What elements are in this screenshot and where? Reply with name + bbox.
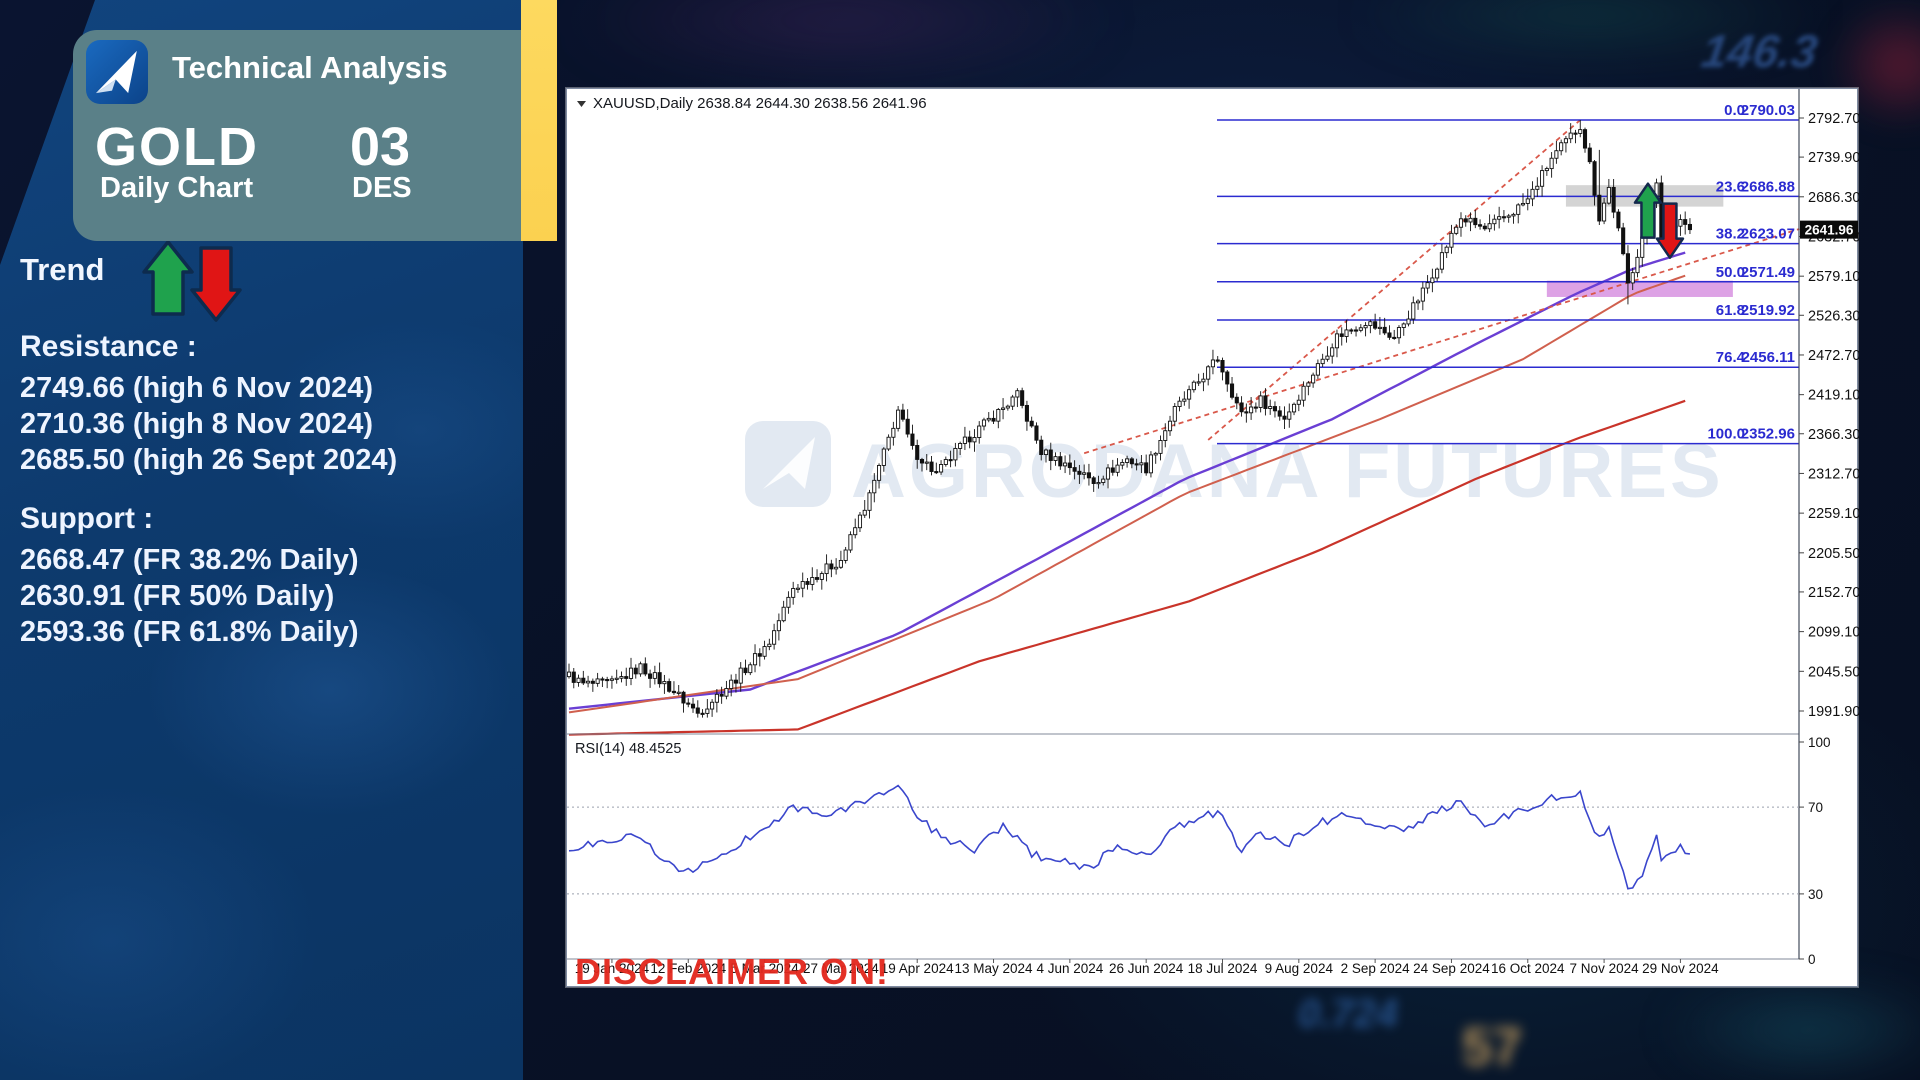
down-arrow-icon [190, 246, 242, 322]
svg-text:76.4: 76.4 [1716, 349, 1746, 366]
price-axis: 2792.702739.902686.302632.702579.102526.… [1799, 111, 1860, 720]
rsi-label: RSI(14) 48.4525 [575, 741, 681, 757]
support-level: 2668.47 (FR 38.2% Daily) [20, 544, 359, 576]
svg-text:XAUUSD,Daily 2638.84 2644.30: XAUUSD,Daily 2638.84 2644.30 2638.56 264… [593, 95, 927, 112]
svg-text:100.0: 100.0 [1707, 426, 1745, 443]
svg-text:9 Aug 2024: 9 Aug 2024 [1265, 961, 1334, 976]
svg-text:30: 30 [1808, 887, 1823, 902]
ma-fast-purple [568, 251, 1686, 710]
background-ticker-number: 146.3 [1698, 25, 1821, 77]
svg-text:50.0: 50.0 [1716, 264, 1745, 281]
svg-text:4 Jun 2024: 4 Jun 2024 [1036, 961, 1103, 976]
ma-mid-salmon [568, 274, 1686, 714]
svg-text:2 Sep 2024: 2 Sep 2024 [1341, 961, 1411, 976]
svg-text:2045.50: 2045.50 [1808, 664, 1859, 680]
svg-text:23.6: 23.6 [1716, 178, 1745, 195]
date-month: DES [352, 172, 412, 204]
svg-text:2099.10: 2099.10 [1808, 625, 1859, 641]
support-level: 2593.36 (FR 61.8% Daily) [20, 616, 359, 648]
current-price-tag: 2641.96 [1800, 220, 1858, 239]
background-ticker-number: 57 [1462, 1017, 1523, 1077]
svg-text:2366.30: 2366.30 [1808, 427, 1859, 443]
svg-text:2571.49: 2571.49 [1741, 264, 1795, 281]
svg-text:0: 0 [1808, 952, 1816, 967]
svg-text:2456.11: 2456.11 [1742, 349, 1795, 366]
svg-text:2472.70: 2472.70 [1808, 348, 1859, 364]
svg-text:2790.03: 2790.03 [1741, 102, 1795, 119]
svg-text:61.8: 61.8 [1716, 302, 1745, 319]
svg-text:16 Oct 2024: 16 Oct 2024 [1491, 961, 1565, 976]
background-teal-tint [1660, 980, 1920, 1080]
resistance-section: Resistance : 2749.66 (high 6 Nov 2024) 2… [20, 330, 515, 478]
svg-text:2259.10: 2259.10 [1808, 506, 1859, 522]
background-ticker-number: 0.724 [1298, 992, 1399, 1036]
trendline-2 [1083, 227, 1800, 455]
brand-logo [86, 40, 148, 104]
svg-text:19 Jan 2024: 19 Jan 2024 [575, 961, 650, 976]
svg-text:AGRODANA FUTURES: AGRODANA FUTURES [851, 429, 1724, 514]
svg-text:2579.10: 2579.10 [1808, 269, 1859, 285]
brand-title: Technical Analysis [172, 50, 448, 85]
svg-text:18 Jul 2024: 18 Jul 2024 [1188, 961, 1258, 976]
svg-text:27 Mar 2024: 27 Mar 2024 [803, 961, 879, 976]
svg-text:2526.30: 2526.30 [1808, 308, 1859, 324]
svg-text:2739.90: 2739.90 [1808, 150, 1859, 166]
svg-text:29 Nov 2024: 29 Nov 2024 [1642, 961, 1719, 976]
svg-text:1991.90: 1991.90 [1808, 704, 1859, 720]
up-arrow-icon [142, 240, 194, 316]
trendline-1 [1207, 119, 1581, 441]
svg-text:12 Feb 2024: 12 Feb 2024 [650, 961, 726, 976]
svg-text:13 May 2024: 13 May 2024 [954, 961, 1033, 976]
chart-updown-arrows-marker [1633, 182, 1685, 259]
svg-text:2641.96: 2641.96 [1805, 223, 1854, 238]
svg-text:70: 70 [1808, 800, 1823, 815]
svg-text:2352.96: 2352.96 [1741, 426, 1795, 443]
svg-text:2792.70: 2792.70 [1808, 111, 1859, 127]
resistance-level: 2685.50 (high 26 Sept 2024) [20, 444, 398, 476]
yellow-accent-strip [521, 0, 557, 241]
rsi-pane: 100 70 30 0 RSI(14) 48.4525 [567, 735, 1831, 967]
rsi-line [568, 784, 1690, 890]
svg-text:2419.10: 2419.10 [1808, 388, 1859, 404]
svg-text:2519.92: 2519.92 [1741, 302, 1795, 319]
trend-label: Trend [20, 252, 105, 287]
date-axis: 19 Jan 2024 12 Feb 2024 5 Mar 2024 27 Mar 2… [575, 959, 1719, 976]
svg-text:100: 100 [1808, 735, 1831, 750]
support-level: 2630.91 (FR 50% Daily) [20, 580, 335, 612]
resistance-level: 2710.36 (high 8 Nov 2024) [20, 408, 373, 440]
svg-text:7 Nov 2024: 7 Nov 2024 [1570, 961, 1640, 976]
resistance-title: Resistance : [20, 330, 197, 363]
svg-text:2686.88: 2686.88 [1741, 178, 1795, 195]
date-day: 03 [350, 117, 411, 177]
trend-up-down-arrows-icon [142, 240, 242, 322]
background-purple-tint [560, 0, 1120, 80]
arrow-logo-icon [95, 50, 137, 94]
chart-type-label: Daily Chart [100, 172, 254, 204]
svg-text:26 Jun 2024: 26 Jun 2024 [1109, 961, 1184, 976]
chart-title: XAUUSD,Daily 2638.84 2644.30 2638.56 264… [577, 95, 927, 112]
svg-text:38.2: 38.2 [1716, 226, 1745, 243]
candles-layer [566, 119, 1692, 718]
svg-text:19 Apr 2024: 19 Apr 2024 [881, 961, 954, 976]
svg-text:2205.50: 2205.50 [1808, 546, 1859, 562]
support-title: Support : [20, 502, 154, 535]
svg-text:2623.07: 2623.07 [1741, 226, 1795, 243]
svg-text:2152.70: 2152.70 [1808, 585, 1859, 601]
svg-text:2686.30: 2686.30 [1808, 190, 1859, 206]
header-card: Technical Analysis GOLD Daily Chart 03 D… [73, 30, 521, 241]
svg-text:5 Mar 2024: 5 Mar 2024 [730, 961, 799, 976]
resistance-level: 2749.66 (high 6 Nov 2024) [20, 372, 373, 404]
svg-text:24 Sep 2024: 24 Sep 2024 [1413, 961, 1490, 976]
svg-text:2312.70: 2312.70 [1808, 466, 1859, 482]
mt4-chart-window: AGRODANA FUTURES 0.0 2790.03 23.6 2686.88 38.… [566, 88, 1860, 992]
disclaimer-stamp: DISCLAIMER ON! [575, 951, 889, 988]
instrument-title: GOLD [95, 117, 259, 177]
support-section: Support : 2668.47 (FR 38.2% Daily) 2630.… [20, 502, 515, 650]
ma-slow-red [568, 399, 1686, 736]
svg-text:0.0: 0.0 [1724, 102, 1745, 119]
background-green-tint [1350, 0, 1830, 60]
